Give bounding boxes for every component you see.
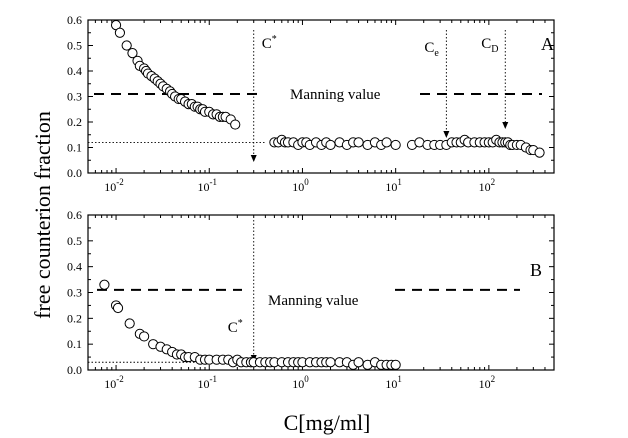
data-point: [353, 137, 364, 148]
data-point: [534, 147, 545, 158]
marker-label: C*: [262, 34, 277, 52]
x-tick-label: 100: [292, 374, 309, 391]
y-tick-label: 0.4: [67, 64, 82, 78]
y-tick-label: 0.3: [67, 286, 82, 300]
y-tick-label: 0.3: [67, 90, 82, 104]
data-point: [124, 318, 135, 329]
marker-arrowhead: [502, 122, 509, 129]
y-tick-label: 0.2: [67, 115, 82, 129]
panel-label: B: [530, 260, 542, 280]
data-point: [325, 139, 336, 151]
x-tick-label: 10-2: [104, 177, 124, 194]
y-tick-label: 0.6: [67, 13, 82, 27]
x-tick-label: 100: [292, 177, 309, 194]
data-point: [230, 119, 241, 130]
marker-label: CD: [481, 36, 498, 55]
manning-label: Manning value: [268, 293, 359, 309]
data-point: [121, 40, 132, 51]
data-point: [99, 279, 110, 290]
marker-label: C*: [228, 318, 243, 336]
y-tick-label: 0.5: [67, 39, 82, 53]
marker-arrowhead: [443, 131, 450, 138]
y-tick-label: 0.1: [67, 337, 82, 351]
y-tick-label: 0.0: [67, 363, 82, 377]
data-point: [390, 359, 401, 370]
data-point: [139, 331, 150, 342]
data-point: [390, 139, 401, 151]
panel-label: A: [541, 34, 554, 54]
data-point: [112, 302, 124, 314]
x-tick-label: 102: [479, 177, 496, 194]
x-tick-label: 102: [479, 374, 496, 391]
y-axis-label: free counterion fraction: [30, 111, 55, 319]
x-tick-label: 10-2: [104, 374, 124, 391]
manning-label: Manning value: [290, 87, 381, 103]
panel-a: 0.0 0.1 0.2 0.3 0.4 0.5 0.6 10-2 10-1 100 101 102 Ma…: [67, 13, 555, 194]
x-tick-label: 10-1: [198, 374, 218, 391]
panel-b: 0.0 0.1 0.2 0.3 0.4 0.5 0.6 10-2 10-1 100 101 102 Ma…: [67, 208, 555, 391]
y-tick-label: 0.5: [67, 234, 82, 248]
x-axis-label: C[mg/ml]: [284, 410, 371, 435]
data-point: [325, 357, 336, 368]
x-tick-label: 101: [385, 177, 402, 194]
data-point: [353, 357, 364, 368]
x-tick-label: 10-1: [198, 177, 218, 194]
y-tick-label: 0.0: [67, 166, 82, 180]
y-tick-label: 0.6: [67, 208, 82, 222]
data-point: [127, 48, 138, 59]
marker-arrowhead: [250, 155, 257, 162]
y-tick-label: 0.2: [67, 311, 82, 325]
data-point: [114, 27, 126, 38]
data-point: [381, 137, 392, 148]
x-tick-label: 101: [385, 374, 402, 391]
y-tick-label: 0.4: [67, 260, 82, 274]
marker-label: Ce: [424, 40, 439, 59]
y-tick-label: 0.1: [67, 141, 82, 155]
